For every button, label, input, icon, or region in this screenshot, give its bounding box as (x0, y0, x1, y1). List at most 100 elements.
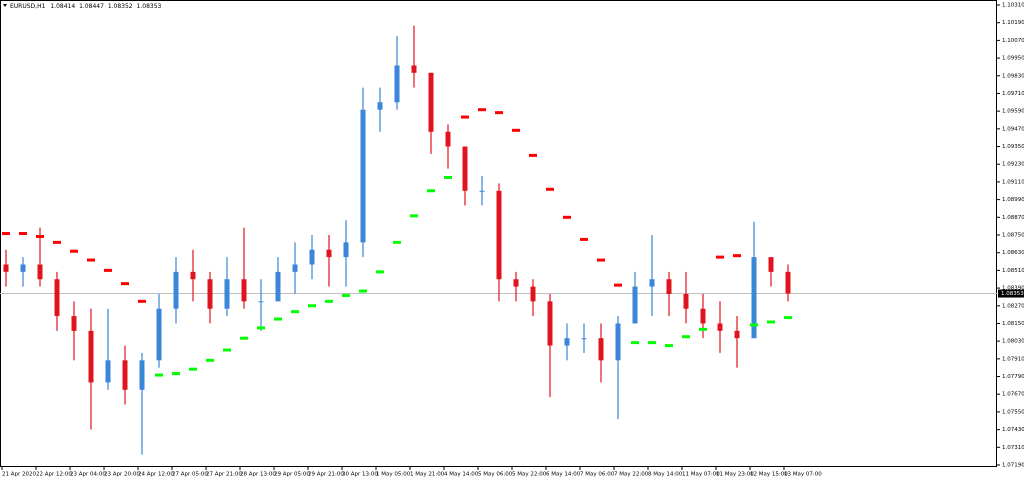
candle-body (224, 279, 230, 309)
x-tick-label: 1 May 21:00 (410, 472, 445, 478)
indicator-dot (325, 299, 333, 303)
indicator-dot (580, 237, 588, 241)
y-tick-label: 1.08150 (1002, 321, 1024, 327)
candle-body (156, 308, 162, 361)
x-tick-label: 1 May 05:00 (376, 472, 411, 478)
candle-body (445, 131, 451, 147)
indicator-dot (138, 299, 146, 303)
indicator-dot (359, 289, 367, 293)
indicator-dot (427, 189, 435, 193)
indicator-dot (461, 115, 469, 119)
y-tick-label: 1.09830 (1002, 73, 1024, 79)
header-high: 1.08447 (79, 3, 104, 10)
candle-body (649, 279, 655, 287)
indicator-dot (495, 111, 503, 115)
indicator-dot (87, 258, 95, 262)
indicator-dot (53, 240, 61, 244)
x-tick-label: 23 Apr 04:00 (70, 472, 106, 478)
indicator-dot (648, 341, 656, 345)
indicator-dot (376, 270, 384, 274)
x-tick-label: 7 May 06:00 (580, 472, 615, 478)
x-tick-label: 11 May 23:00 (716, 472, 754, 478)
x-tick-label: 4 May 14:00 (444, 472, 479, 478)
candle-body (139, 360, 145, 390)
indicator-dot (308, 304, 316, 308)
x-tick-label: 27 Apr 21:00 (206, 472, 242, 478)
y-tick-label: 1.08390 (1002, 286, 1024, 292)
y-tick-label: 1.08030 (1002, 339, 1024, 345)
candle-body (105, 360, 111, 383)
indicator-dot (614, 283, 622, 287)
x-tick-label: 30 Apr 13:00 (342, 472, 378, 478)
candle-body (3, 264, 9, 272)
indicator-dot (342, 293, 350, 297)
header-open: 1.08414 (50, 3, 75, 10)
y-tick-label: 1.09950 (1002, 56, 1024, 62)
candle-body (275, 271, 281, 302)
indicator-dot (155, 373, 163, 377)
indicator-dot (546, 187, 554, 191)
candle-body (530, 286, 536, 302)
indicator-dot (189, 367, 197, 371)
x-tick-label: 24 Apr 12:00 (138, 472, 174, 478)
menu-arrow[interactable] (3, 4, 7, 7)
candle-body (20, 264, 26, 272)
y-tick-label: 1.07310 (1002, 445, 1024, 451)
candle-body (717, 323, 723, 331)
candle-body (292, 264, 298, 272)
indicator-dot (444, 176, 452, 179)
y-tick-label: 1.07790 (1002, 374, 1024, 380)
x-tick-label: 23 Apr 20:00 (104, 472, 140, 478)
candle-body (581, 338, 587, 340)
indicator-dot (172, 372, 180, 376)
indicator-dot (206, 358, 214, 362)
indicator-dot (121, 282, 129, 286)
indicator-dot (529, 153, 537, 157)
indicator-dot (36, 234, 44, 238)
candle-body (564, 338, 570, 346)
x-tick-label: 7 May 22:00 (614, 472, 649, 478)
indicator-dot (512, 128, 520, 132)
indicator-dot (393, 240, 401, 244)
candle-body (751, 257, 757, 339)
current-price-label: 1.08353 (1001, 291, 1024, 297)
x-tick-label: 21 Apr 2020 (2, 472, 37, 478)
indicator-dot (223, 348, 231, 352)
y-tick-label: 1.07670 (1002, 392, 1024, 398)
candle-body (122, 360, 128, 390)
x-tick-label: 29 Apr 21:00 (308, 472, 344, 478)
x-tick-label: 5 May 22:00 (512, 472, 547, 478)
candle-body (190, 271, 196, 280)
candle-body (377, 102, 383, 110)
y-tick-label: 1.09230 (1002, 162, 1024, 168)
plot-frame (0, 0, 997, 467)
y-tick-label: 1.08990 (1002, 197, 1024, 203)
candle-body (88, 330, 94, 383)
candle-body (462, 146, 468, 191)
candle-body (258, 301, 264, 303)
y-tick-label: 1.09350 (1002, 144, 1024, 150)
indicator-dot (2, 232, 10, 236)
candle-body (513, 279, 519, 287)
candle-body (598, 338, 604, 361)
x-tick-label: 13 May 07:00 (784, 472, 822, 478)
y-tick-label: 1.07430 (1002, 427, 1024, 433)
y-tick-label: 1.10310 (1002, 3, 1024, 9)
indicator-dot (70, 249, 78, 253)
indicator-dot (699, 327, 707, 331)
chart-header: EURUSD,H1 1.08414 1.08447 1.08352 1.0835… (10, 3, 162, 10)
header-low: 1.08352 (108, 3, 133, 10)
candle-body (785, 271, 791, 294)
candle-body (173, 271, 179, 309)
y-tick-label: 1.08510 (1002, 268, 1024, 274)
current-price-tag (998, 289, 1024, 298)
candle-body (734, 330, 740, 339)
indicator-dot (478, 108, 486, 112)
candle-body (54, 279, 60, 317)
indicator-dot (597, 258, 605, 262)
y-tick-label: 1.09590 (1002, 109, 1024, 115)
indicator-dot (631, 341, 639, 345)
x-tick-label: 22 Apr 12:00 (36, 472, 72, 478)
